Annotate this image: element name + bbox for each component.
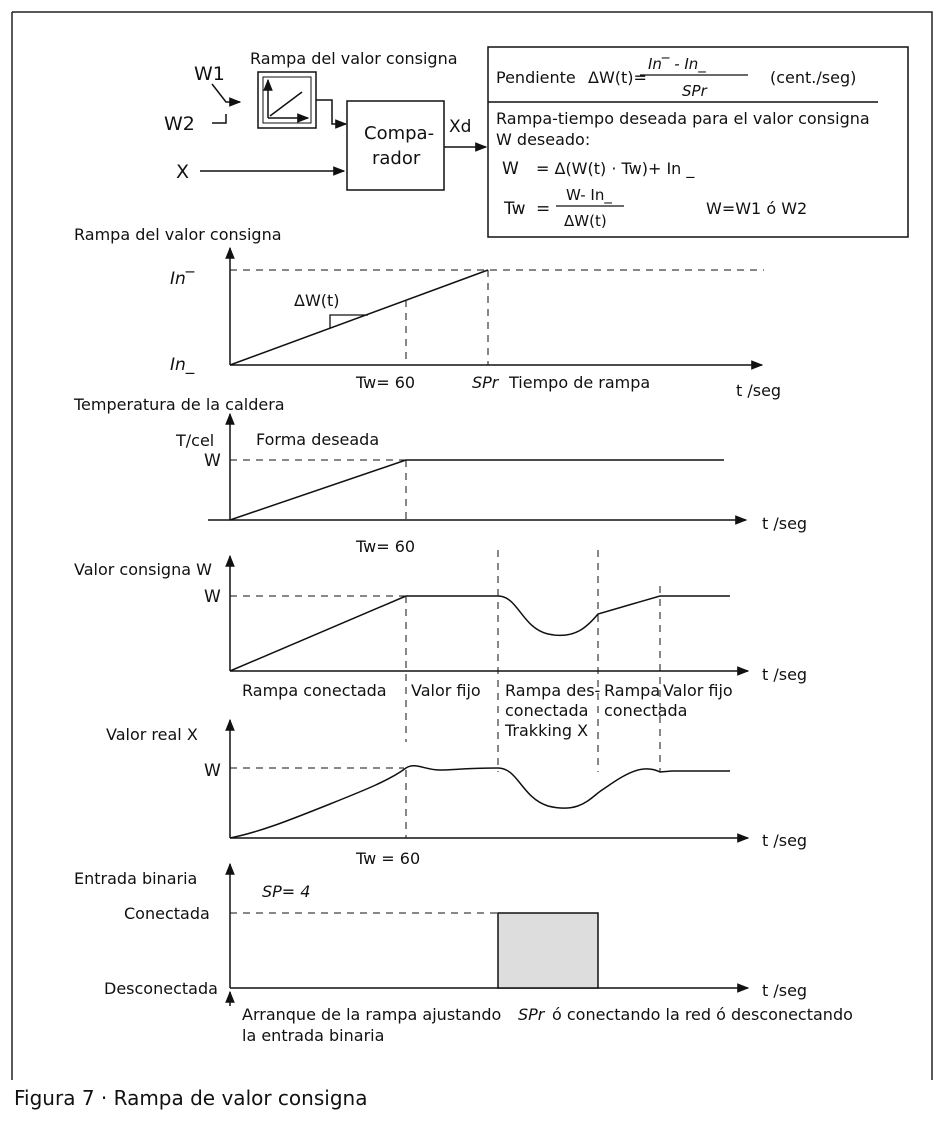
plot2-ramp-line: [229, 459, 407, 521]
w1-label: W1: [194, 63, 225, 85]
eq2-denominator: ΔW(t): [564, 212, 607, 230]
plot3-seg-track-1: Rampa des-: [505, 681, 600, 700]
w2-line: [212, 114, 227, 124]
plot3-seg-reconnect-2: conectada: [604, 701, 687, 720]
plot5-pulse: [497, 912, 599, 989]
plot1-title: Rampa del valor consigna: [74, 225, 282, 244]
ramp-block-title: Rampa del valor consigna: [250, 49, 458, 68]
eq2-numerator: W- In_: [566, 186, 612, 205]
plot5-end-text: ó conectando la red ó desconectando: [552, 1005, 853, 1024]
plot1-y-bottom-label: In_: [170, 355, 195, 375]
plot5-start-line1: Arranque de la rampa ajustando: [242, 1005, 501, 1024]
delta-w-label: ΔW(t)=: [588, 68, 647, 87]
plot5-start-line2: la entrada binaria: [242, 1026, 384, 1045]
plot5-sp-label: SP= 4: [262, 882, 310, 901]
w2-label: W2: [164, 113, 195, 135]
block-diagram: W1 W2 Rampa del valor consigna Compa- ra…: [164, 49, 488, 191]
plot1-ramp-time-label: Tiempo de rampa: [508, 373, 650, 392]
comparator-label-2: rador: [372, 148, 421, 169]
plot1-slope-triangle: [329, 314, 368, 328]
formula-box: Pendiente ΔW(t)= In‾ - In_ SPr (cent./se…: [487, 46, 909, 238]
plot-boiler-temperature: Temperatura de la caldera T/cel W Forma …: [73, 395, 807, 556]
plot-setpoint-w: Valor consigna W W t /seg Rampa conectad…: [74, 550, 807, 772]
plot4-title: Valor real X: [106, 725, 198, 744]
plot2-tw-label: Tw= 60: [355, 537, 415, 556]
plot-actual-x: Valor real X W Tw = 60 t /seg: [106, 718, 807, 868]
plot2-w-label: W: [204, 451, 221, 471]
plot4-t-axis-label: t /seg: [762, 831, 807, 850]
plot5-off-label: Desconectada: [104, 979, 218, 998]
plot3-seg-fixed-2: Valor fijo: [663, 681, 733, 700]
slope-units: (cent./seg): [770, 68, 856, 87]
plot3-setpoint-curve: [406, 595, 730, 637]
plot-ramp-setpoint: Rampa del valor consigna In‾ In_ ΔW(t) T…: [74, 225, 781, 400]
plot1-t-axis-label: t /seg: [736, 381, 781, 400]
ramp-desc-line2: W deseado:: [496, 130, 590, 149]
plot4-actual-curve: [229, 765, 730, 839]
plot4-tw-label: Tw = 60: [355, 849, 420, 868]
plot3-t-axis-label: t /seg: [762, 665, 807, 684]
plot2-shape-label: Forma deseada: [256, 430, 379, 449]
figure-caption: Figura 7 · Rampa de valor consigna: [14, 1086, 367, 1110]
plot1-tw-label: Tw= 60: [355, 373, 415, 392]
plot1-slope-label: ΔW(t): [294, 291, 340, 310]
plot1-y-top-label: In‾: [170, 269, 195, 289]
plot5-on-label: Conectada: [124, 904, 210, 923]
w1-line: [211, 83, 242, 107]
plot2-title: Temperatura de la caldera: [73, 395, 285, 414]
plot5-t-axis-label: t /seg: [762, 981, 807, 1000]
plot2-t-axis-label: t /seg: [762, 514, 807, 533]
plot3-title: Valor consigna W: [74, 560, 212, 579]
figure-border: [12, 11, 933, 1080]
plot1-spr-label: SPr: [472, 373, 500, 392]
eq1-lhs: W: [502, 159, 519, 179]
plot2-y-unit: T/cel: [175, 431, 214, 450]
plot3-ramp-line: [229, 595, 407, 672]
eq1-rhs: = Δ(W(t) · Tw)+ In _: [536, 159, 695, 179]
plot5-title: Entrada binaria: [74, 869, 197, 888]
plot3-w-label: W: [204, 587, 221, 607]
x-input-label: X: [176, 161, 189, 183]
plot3-seg-ramp-on: Rampa conectada: [242, 681, 387, 700]
plot3-seg-reconnect-1: Rampa: [604, 681, 660, 700]
plot4-w-label: W: [204, 761, 221, 781]
comparator-label-1: Compa-: [364, 123, 434, 144]
comparator-block: [346, 100, 445, 191]
ramp-desc-line1: Rampa-tiempo deseada para el valor consi…: [496, 109, 870, 128]
eq2-lhs: Tw: [503, 199, 526, 219]
eq2-eq: =: [536, 199, 550, 219]
slope-denominator: SPr: [682, 82, 708, 100]
ramp-icon-slope: [269, 91, 303, 117]
xd-label: Xd: [449, 117, 471, 137]
ramp-to-comparator-line: [316, 99, 348, 129]
plot3-seg-fixed: Valor fijo: [411, 681, 481, 700]
plot3-seg-track-2: conectada: [505, 701, 588, 720]
plot5-spr-label: SPr: [518, 1005, 546, 1024]
plot-binary-input: Entrada binaria SP= 4 Conectada Desconec…: [74, 862, 853, 1045]
pendiente-label: Pendiente: [496, 68, 576, 87]
plot1-ramp-line: [229, 269, 489, 366]
slope-numerator: In‾ - In_: [648, 55, 706, 74]
eq2-note: W=W1 ó W2: [706, 199, 807, 218]
formula-box-frame: [487, 46, 909, 238]
plot3-seg-track-3: Trakking X: [504, 721, 588, 740]
ramp-block-inner: [262, 76, 312, 124]
ramp-block: [257, 71, 317, 129]
